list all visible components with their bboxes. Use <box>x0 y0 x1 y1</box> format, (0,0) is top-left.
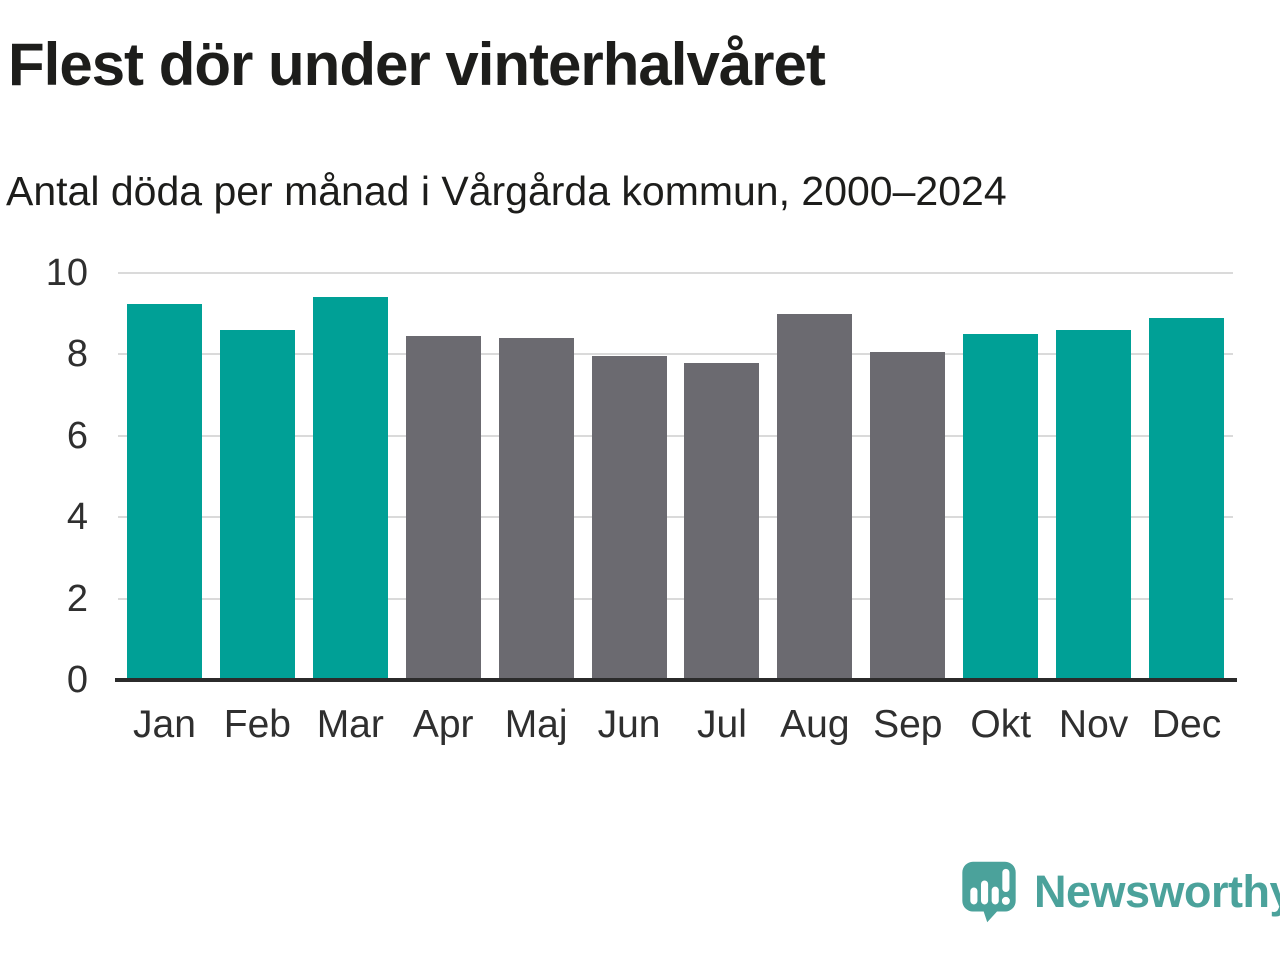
bar-nov <box>1056 329 1132 680</box>
x-tick-label: Jul <box>697 703 747 746</box>
bar-jun <box>591 356 667 680</box>
y-tick-label: 6 <box>66 414 88 457</box>
gridline <box>118 353 1233 356</box>
brand-name: Newsworthy <box>1034 866 1280 917</box>
newsworthy-logo-icon <box>962 861 1016 923</box>
bar-maj <box>498 338 574 680</box>
chart-title: Flest dör under vinterhalvåret <box>8 31 826 98</box>
bar-mar <box>312 297 388 680</box>
brand-footer: Newsworthy <box>960 860 1280 924</box>
bar-dec <box>1149 317 1225 680</box>
x-tick-label: Apr <box>412 703 474 746</box>
y-tick-label: 0 <box>66 659 88 701</box>
bar-jan <box>126 303 202 680</box>
x-tick-label: Maj <box>504 703 568 746</box>
bar-feb <box>219 329 295 680</box>
y-tick-label: 4 <box>66 496 88 539</box>
x-tick-label: Sep <box>873 703 943 746</box>
bar-aug <box>777 313 853 680</box>
gridline <box>118 272 1233 274</box>
x-axis-labels: Jan Feb Mar Apr Maj Jun Jul Aug Sep Okt Nov Dec <box>118 702 1233 756</box>
plot-area <box>118 272 1233 680</box>
x-tick-label: Jan <box>133 703 196 746</box>
chart-subtitle: Antal döda per månad i Vårgårda kommun, … <box>6 168 1007 214</box>
y-axis-ticks: 0 2 4 6 8 10 <box>0 254 96 699</box>
gridline <box>118 597 1233 600</box>
bar-okt <box>963 334 1039 680</box>
bar-apr <box>405 336 481 680</box>
y-tick-label: 2 <box>66 577 88 620</box>
x-tick-label: Mar <box>316 703 384 746</box>
bar-sep <box>870 352 946 680</box>
x-tick-label: Jun <box>597 703 661 746</box>
x-tick-label: Feb <box>223 703 291 746</box>
gridline <box>118 434 1233 437</box>
gridline <box>118 516 1233 519</box>
x-tick-label: Aug <box>780 703 850 746</box>
bar-jul <box>684 362 760 680</box>
x-tick-label: Nov <box>1058 703 1129 746</box>
x-tick-label: Dec <box>1151 703 1222 746</box>
y-tick-label: 10 <box>45 252 88 294</box>
x-axis-line <box>115 678 1237 682</box>
y-tick-label: 8 <box>66 333 88 376</box>
x-tick-label: Okt <box>970 703 1032 746</box>
